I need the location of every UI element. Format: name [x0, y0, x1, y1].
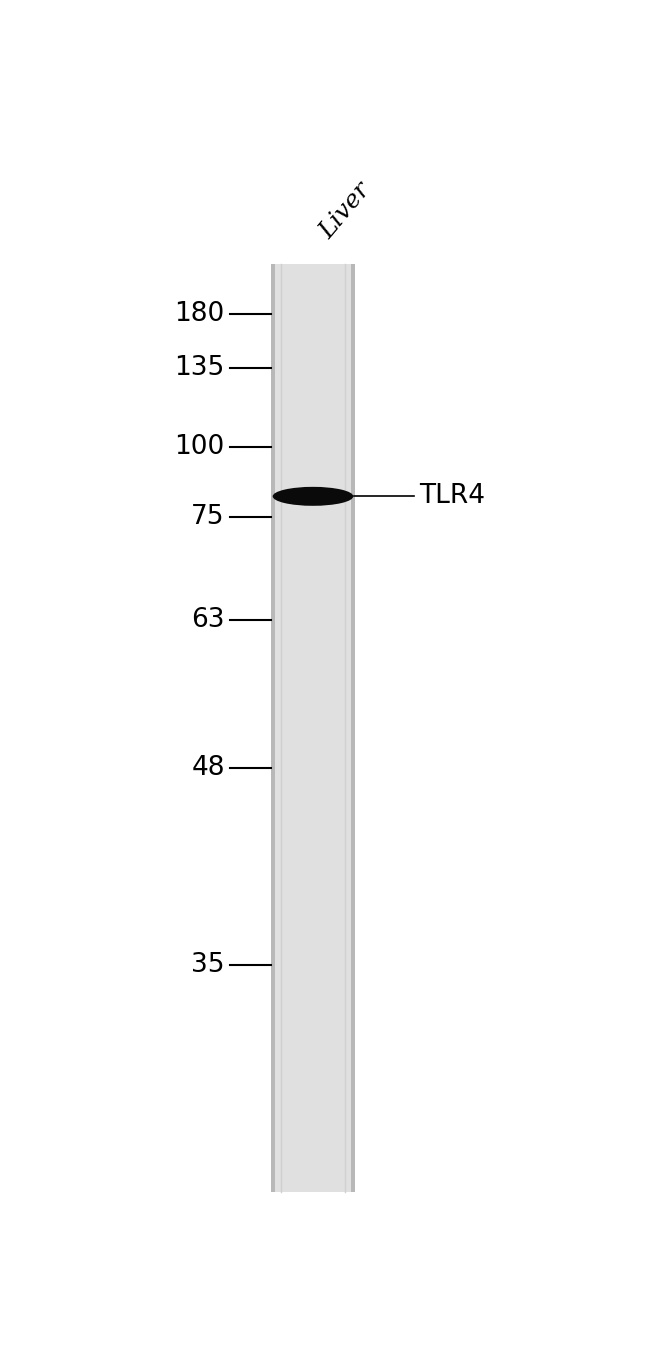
- Ellipse shape: [273, 487, 354, 505]
- Text: Liver: Liver: [315, 178, 375, 244]
- Text: 35: 35: [191, 953, 225, 979]
- Bar: [272, 264, 275, 1192]
- Text: 63: 63: [191, 606, 225, 632]
- Text: 100: 100: [175, 434, 225, 460]
- Bar: [272, 264, 354, 1192]
- Text: 48: 48: [191, 756, 225, 782]
- Text: TLR4: TLR4: [419, 483, 485, 509]
- Text: 180: 180: [175, 301, 225, 327]
- Text: 75: 75: [191, 504, 225, 530]
- Text: 135: 135: [175, 355, 225, 381]
- Bar: [351, 264, 354, 1192]
